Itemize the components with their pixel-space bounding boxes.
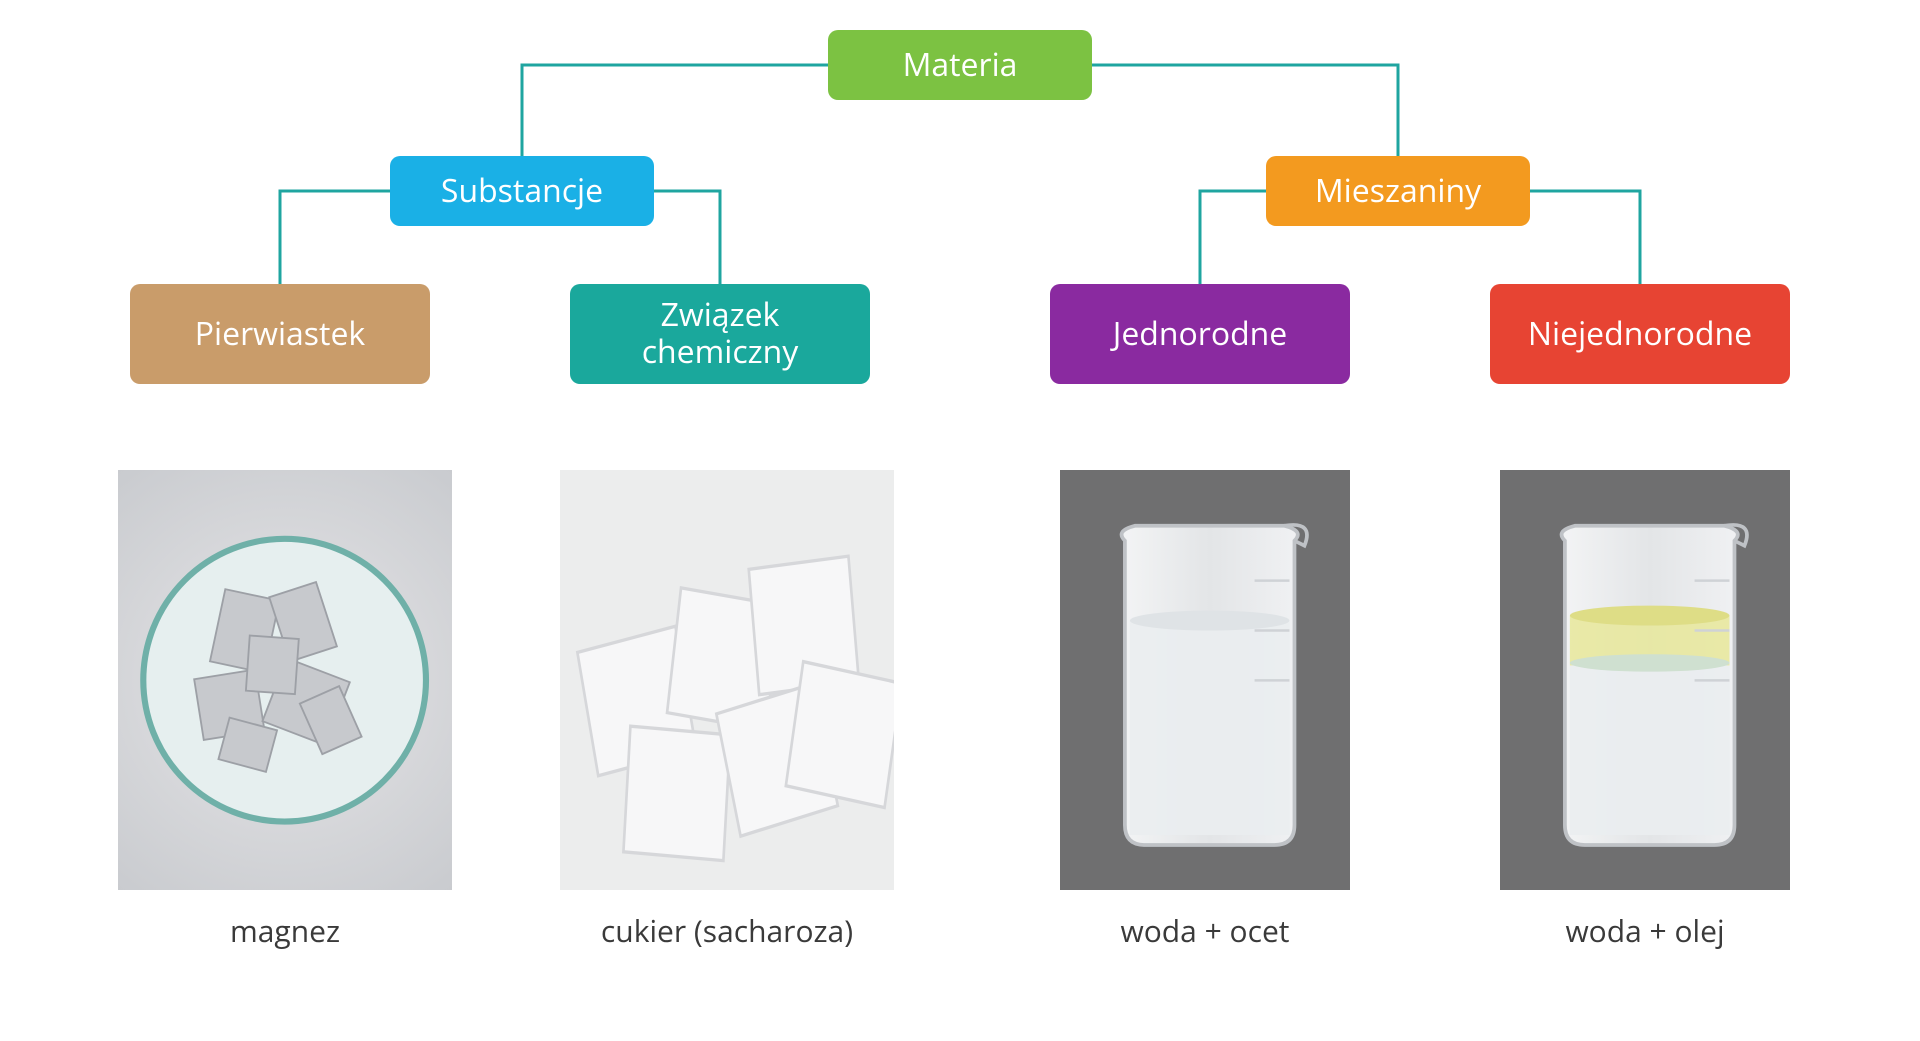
image-ocet [1060, 470, 1350, 890]
image-magnez [118, 470, 452, 890]
matter-tree-diagram: Materia Substancje Mieszaniny Pierwiaste… [0, 0, 1920, 1041]
caption-ocet: woda + ocet [1030, 910, 1380, 951]
node-jednorodne: Jednorodne [1050, 284, 1350, 384]
node-pierwiastek: Pierwiastek [130, 284, 430, 384]
node-niejednorodne: Niejednorodne [1490, 284, 1790, 384]
node-substancje: Substancje [390, 156, 654, 226]
node-mieszaniny: Mieszaniny [1266, 156, 1530, 226]
image-olej [1500, 470, 1790, 890]
caption-cukier: cukier (sacharoza) [500, 910, 954, 951]
node-materia: Materia [828, 30, 1092, 100]
image-cukier [560, 470, 894, 890]
caption-olej: woda + olej [1470, 910, 1820, 951]
caption-magnez: magnez [118, 910, 452, 951]
node-zwiazek: Związekchemiczny [570, 284, 870, 384]
